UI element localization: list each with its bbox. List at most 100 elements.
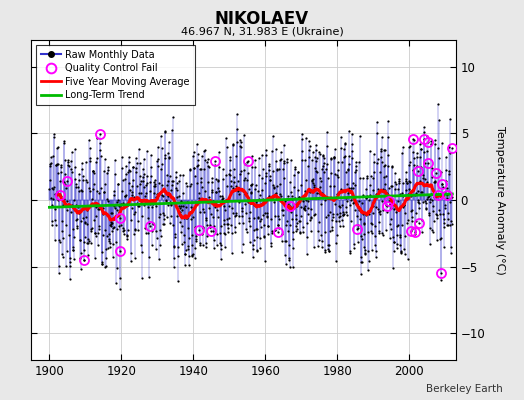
Point [140, 184, 148, 190]
Point [180, 215, 188, 221]
Point [51, 221, 60, 228]
Point [184, 253, 193, 260]
Point [140, 171, 148, 178]
Point [122, 162, 130, 169]
Point [130, 226, 139, 232]
Point [357, 259, 366, 266]
Point [150, 178, 159, 185]
Point [78, 160, 86, 166]
Point [136, 181, 144, 187]
Point [295, 199, 303, 205]
Point [115, 223, 123, 230]
Point [193, 141, 202, 147]
Point [302, 197, 311, 203]
Point [62, 207, 71, 214]
Point [120, 203, 128, 210]
Point [46, 160, 54, 167]
Point [53, 144, 62, 150]
Point [430, 179, 439, 186]
Point [304, 138, 313, 144]
Point [235, 199, 243, 206]
Point [116, 285, 124, 292]
Point [89, 168, 97, 175]
Point [132, 169, 140, 176]
Point [275, 216, 283, 222]
Point [75, 210, 84, 216]
Point [328, 216, 336, 223]
Point [402, 180, 411, 186]
Point [255, 196, 264, 202]
Point [232, 210, 240, 216]
Point [162, 198, 170, 204]
Point [111, 156, 119, 163]
Point [259, 233, 268, 240]
Point [209, 198, 217, 205]
Point [294, 218, 303, 224]
Point [205, 224, 214, 230]
Point [70, 256, 78, 262]
Point [143, 173, 151, 180]
Point [263, 214, 271, 220]
Point [160, 211, 168, 218]
Point [426, 196, 434, 202]
Point [110, 202, 118, 209]
Point [297, 213, 305, 220]
Point [195, 240, 204, 246]
Point [173, 194, 181, 200]
Point [103, 166, 112, 173]
Point [213, 242, 221, 248]
Point [207, 211, 215, 217]
Point [86, 158, 94, 164]
Point [359, 221, 368, 227]
Point [410, 182, 419, 188]
Point [299, 204, 308, 211]
Point [387, 205, 395, 211]
Point [398, 144, 407, 150]
Point [158, 161, 166, 168]
Point [305, 143, 314, 150]
Point [155, 214, 163, 220]
Point [149, 190, 158, 196]
Point [189, 153, 198, 160]
Point [138, 249, 146, 256]
Point [73, 222, 82, 229]
Point [103, 196, 111, 202]
Point [109, 254, 117, 260]
Point [108, 228, 116, 234]
Point [369, 168, 378, 175]
Point [255, 192, 264, 198]
Point [251, 164, 259, 170]
Point [286, 222, 294, 228]
Point [242, 226, 250, 232]
Point [90, 181, 99, 187]
Point [125, 180, 133, 186]
Point [440, 224, 448, 230]
Point [358, 200, 367, 206]
Point [414, 199, 422, 206]
Point [91, 232, 100, 239]
Point [255, 155, 263, 162]
Point [85, 145, 94, 152]
Point [116, 275, 124, 281]
Point [252, 226, 260, 233]
Point [365, 193, 374, 199]
Point [324, 246, 333, 252]
Point [69, 247, 78, 254]
Point [116, 222, 125, 228]
Point [317, 232, 325, 238]
Point [392, 232, 401, 239]
Point [369, 187, 377, 194]
Point [378, 232, 387, 238]
Point [424, 210, 433, 216]
Point [170, 244, 179, 250]
Point [121, 193, 129, 200]
Point [83, 207, 91, 214]
Point [280, 160, 289, 166]
Point [166, 220, 174, 226]
Point [60, 140, 68, 146]
Point [171, 185, 180, 191]
Point [79, 173, 87, 179]
Point [293, 187, 302, 193]
Point [175, 178, 183, 185]
Point [114, 181, 123, 187]
